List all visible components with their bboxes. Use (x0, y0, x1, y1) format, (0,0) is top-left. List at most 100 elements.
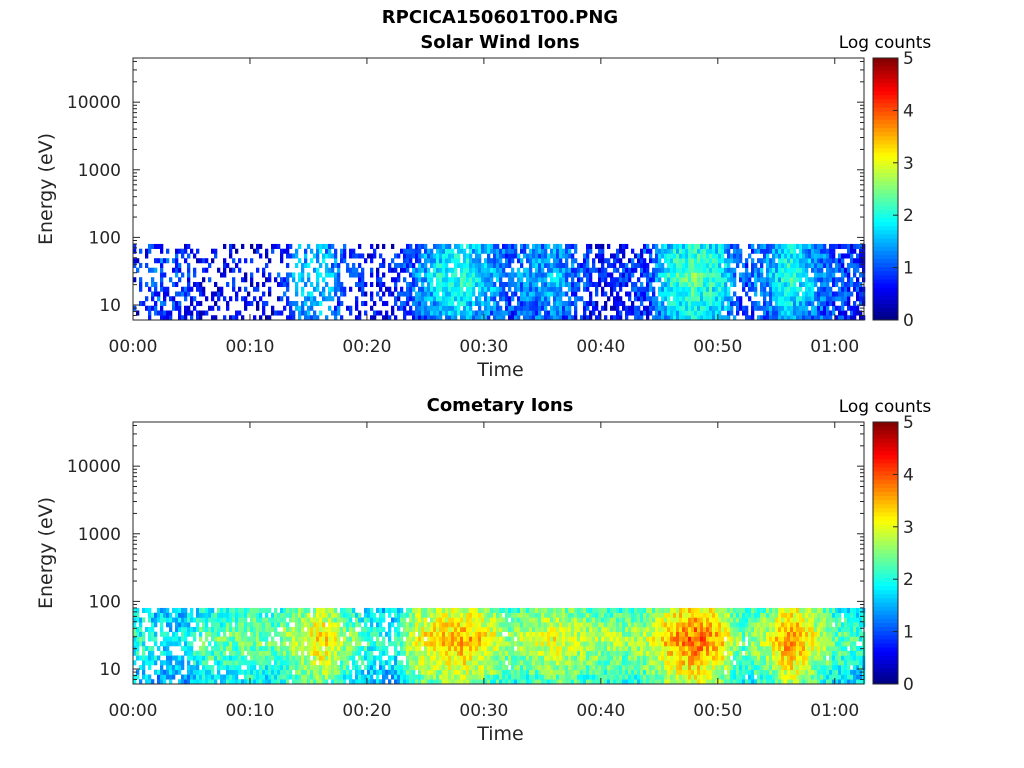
spectrogram-cell (346, 262, 350, 269)
spectrogram-cell (562, 664, 566, 671)
spectrogram-cell (439, 262, 443, 269)
spectrogram-cell (340, 674, 344, 680)
spectrogram-cell (499, 626, 503, 633)
spectrogram-cell (427, 315, 431, 321)
spectrogram-cell (298, 641, 302, 647)
spectrogram-cell (136, 641, 140, 647)
spectrogram-cell (280, 310, 284, 316)
spectrogram-cell (295, 660, 299, 666)
spectrogram-cell (502, 291, 506, 297)
spectrogram-cell (151, 291, 155, 297)
spectrogram-cell (313, 617, 317, 623)
spectrogram-cell (715, 291, 719, 297)
spectrogram-cell (730, 272, 734, 278)
spectrogram-cell (439, 248, 443, 254)
spectrogram-cell (493, 248, 497, 254)
spectrogram-cell (406, 655, 410, 661)
spectrogram-cell (550, 267, 554, 273)
spectrogram-cell (160, 305, 164, 311)
spectrogram-cell (364, 300, 368, 307)
spectrogram-cell (421, 607, 425, 613)
spectrogram-cell (322, 296, 326, 302)
spectrogram-cell (823, 253, 827, 259)
spectrogram-cell (166, 664, 170, 671)
spectrogram-cell (751, 315, 755, 321)
spectrogram-cell (310, 674, 314, 680)
spectrogram-cell (577, 655, 581, 661)
spectrogram-cell (160, 272, 164, 278)
spectrogram-cell (304, 660, 308, 666)
spectrogram-cell (820, 291, 824, 297)
spectrogram-cell (601, 243, 605, 249)
spectrogram-cell (583, 631, 587, 637)
spectrogram-cell (385, 645, 389, 652)
spectrogram-cell (481, 664, 485, 671)
spectrogram-cell (292, 641, 296, 647)
spectrogram-cell (718, 267, 722, 273)
spectrogram-cell (259, 243, 263, 249)
spectrogram-cell (445, 258, 449, 264)
spectrogram-cell (286, 253, 290, 259)
spectrogram-cell (349, 641, 353, 647)
spectrogram-cell (790, 243, 794, 249)
spectrogram-cell (553, 267, 557, 273)
spectrogram-cell (391, 669, 395, 675)
spectrogram-cell (550, 664, 554, 671)
spectrogram-cell (463, 660, 467, 666)
spectrogram-cell (172, 281, 176, 288)
spectrogram-cell (796, 291, 800, 297)
spectrogram-cell (148, 645, 152, 652)
spectrogram-cell (664, 310, 668, 316)
spectrogram-cell (625, 267, 629, 273)
spectrogram-cell (358, 650, 362, 656)
spectrogram-cell (442, 660, 446, 666)
spectrogram-cell (346, 607, 350, 613)
spectrogram-cell (538, 660, 542, 666)
spectrogram-cell (739, 272, 743, 278)
spectrogram-cell (487, 253, 491, 259)
spectrogram-cell (160, 679, 164, 685)
spectrogram-cell (526, 645, 530, 652)
spectrogram-cell (343, 617, 347, 623)
spectrogram-cell (556, 277, 560, 283)
spectrogram-cell (559, 277, 563, 283)
spectrogram-cell (418, 258, 422, 264)
spectrogram-cell (514, 626, 518, 633)
spectrogram-cell (331, 650, 335, 656)
colorbar-segment (873, 127, 898, 133)
spectrogram-cell (478, 641, 482, 647)
spectrogram-cell (574, 674, 578, 680)
spectrogram-cell (757, 267, 761, 273)
spectrogram-cell (220, 655, 224, 661)
spectrogram-cell (679, 267, 683, 273)
spectrogram-cell (493, 622, 497, 628)
spectrogram-cell (337, 296, 341, 302)
spectrogram-cell (757, 248, 761, 254)
spectrogram-cell (571, 253, 575, 259)
spectrogram-cell (157, 679, 161, 685)
spectrogram-cell (583, 258, 587, 264)
spectrogram-cell (799, 267, 803, 273)
spectrogram-cell (814, 277, 818, 283)
spectrogram-cell (487, 310, 491, 316)
spectrogram-cell (520, 674, 524, 680)
spectrogram-cell (352, 262, 356, 269)
spectrogram-cell (475, 277, 479, 283)
spectrogram-cell (757, 258, 761, 264)
spectrogram-cell (553, 612, 557, 618)
spectrogram-cell (556, 253, 560, 259)
spectrogram-cell (151, 305, 155, 311)
spectrogram-cell (217, 626, 221, 633)
spectrogram-cell (463, 650, 467, 656)
spectrogram-cell (529, 617, 533, 623)
spectrogram-cell (373, 617, 377, 623)
spectrogram-cell (796, 272, 800, 278)
spectrogram-cell (358, 612, 362, 618)
spectrogram-cell (493, 262, 497, 269)
spectrogram-cell (637, 262, 641, 269)
spectrogram-cell (235, 631, 239, 637)
spectrogram-cell (391, 258, 395, 264)
spectrogram-cell (187, 655, 191, 661)
spectrogram-cell (826, 262, 830, 269)
spectrogram-cell (529, 315, 533, 321)
